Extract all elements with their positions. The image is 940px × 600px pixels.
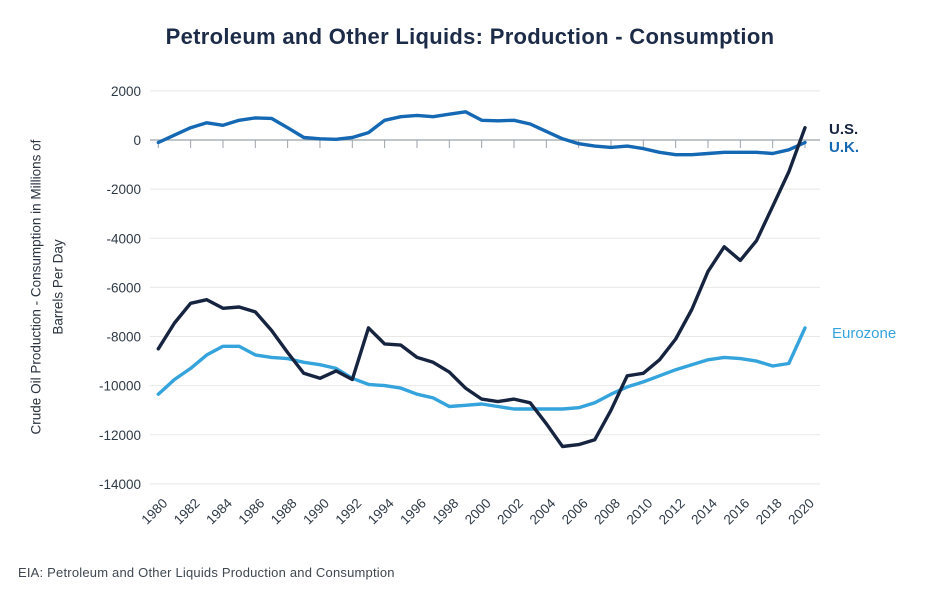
y-tick-label--6000: -6000	[106, 280, 141, 295]
x-tick-label-2004: 2004	[527, 495, 559, 527]
x-tick-label-2002: 2002	[494, 496, 526, 528]
x-tick-label-2018: 2018	[753, 496, 785, 528]
chart-title: Petroleum and Other Liquids: Production …	[165, 24, 775, 49]
y-tick-label--8000: -8000	[106, 330, 141, 345]
x-tick-label-1998: 1998	[430, 496, 462, 528]
x-tick-label-2010: 2010	[624, 496, 656, 528]
series-line-uk	[156, 110, 807, 157]
x-tick-label-1994: 1994	[365, 495, 397, 527]
y-tick-label--2000: -2000	[106, 182, 141, 197]
y-tick-label--4000: -4000	[106, 231, 141, 246]
series-line-eurozone	[156, 326, 807, 411]
x-tick-label-2008: 2008	[591, 496, 623, 528]
series-label-eurozone: Eurozone	[832, 325, 897, 342]
y-tick-label--12000: -12000	[99, 428, 141, 443]
x-tick-label-2000: 2000	[462, 496, 494, 528]
x-tick-label-1996: 1996	[397, 496, 429, 528]
x-tick-label-1982: 1982	[171, 496, 203, 528]
series-label-us: U.S.	[829, 121, 859, 138]
x-tick-label-2012: 2012	[656, 496, 688, 528]
x-tick-label-1988: 1988	[268, 496, 300, 528]
x-tick-label-2020: 2020	[785, 496, 817, 528]
y-tick-label-2000: 2000	[111, 84, 141, 99]
source-note: EIA: Petroleum and Other Liquids Product…	[18, 565, 395, 580]
x-tick-label-2016: 2016	[721, 496, 753, 528]
y-tick-label--10000: -10000	[99, 379, 141, 394]
y-tick-label-0: 0	[133, 133, 141, 148]
x-tick-label-1984: 1984	[203, 495, 235, 527]
y-tick-label--14000: -14000	[99, 477, 141, 492]
series-line-us	[156, 125, 807, 449]
x-tick-label-2014: 2014	[688, 495, 720, 527]
x-tick-label-2006: 2006	[559, 496, 591, 528]
x-tick-label-1990: 1990	[300, 496, 332, 528]
series-label-uk: U.K.	[829, 139, 859, 156]
x-tick-label-1986: 1986	[236, 496, 268, 528]
x-tick-label-1992: 1992	[333, 496, 365, 528]
x-tick-label-1980: 1980	[139, 496, 171, 528]
